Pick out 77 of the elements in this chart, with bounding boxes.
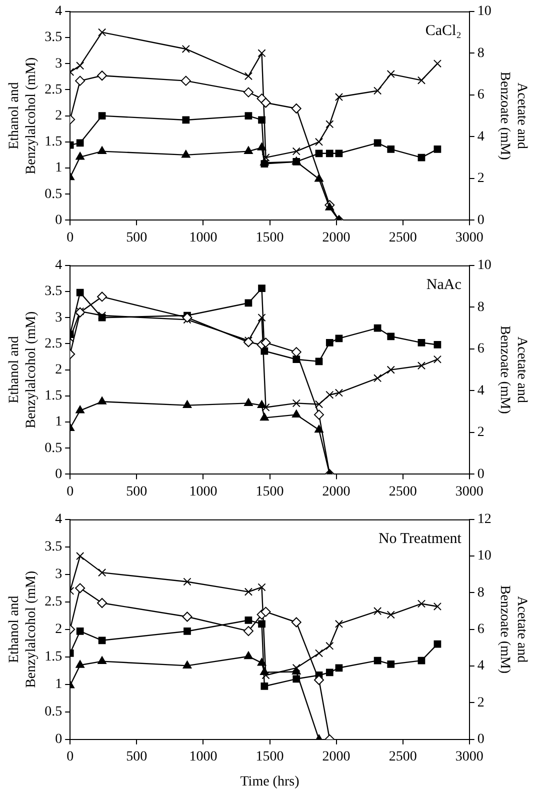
y-tick-label: 0 xyxy=(55,466,62,482)
y-tick-label: 0.5 xyxy=(44,186,62,202)
y-tick-label: 3.5 xyxy=(44,30,62,46)
y2-tick-label: 0 xyxy=(477,212,484,228)
x-tick-label: 1000 xyxy=(189,484,218,500)
x-tick-label: 1500 xyxy=(256,484,284,500)
y-tick-label: 2.5 xyxy=(44,594,62,610)
y2-tick-label: 4 xyxy=(477,383,484,398)
x-tick-label: 2000 xyxy=(322,749,350,764)
y2-tick-label: 10 xyxy=(477,548,492,564)
annotation: No Treatment xyxy=(378,530,462,547)
y2-axis-title: Acetate and Benzoate (mM) xyxy=(497,72,529,160)
y-tick-label: 3.5 xyxy=(44,540,62,555)
y-axis-title: Ethanol and Benzylalcohol (mM) xyxy=(7,56,39,174)
y2-tick-label: 6 xyxy=(477,342,484,357)
y-tick-label: 2 xyxy=(55,362,62,378)
x-tick-label: 1000 xyxy=(189,749,218,764)
y2-tick-label: 4 xyxy=(477,129,484,144)
y2-tick-label: 2 xyxy=(477,695,484,710)
annotation: CaCl₂ xyxy=(425,22,462,39)
y-tick-label: 1 xyxy=(55,160,62,176)
y2-tick-label: 12 xyxy=(477,512,492,528)
y-tick-label: 1 xyxy=(55,414,62,430)
x-tick-label: 1000 xyxy=(189,230,218,246)
y-axis-title: Ethanol and Benzylalcohol (mM) xyxy=(7,570,39,688)
y2-axis-title: Acetate and Benzoate (mM) xyxy=(497,326,529,414)
x-tick-label: 2500 xyxy=(388,749,417,764)
y-tick-label: 0.5 xyxy=(44,440,62,456)
y2-tick-label: 2 xyxy=(477,425,484,440)
y-tick-label: 4 xyxy=(55,4,62,20)
x-axis-title: Time (hrs) xyxy=(240,774,300,790)
x-tick-label: 0 xyxy=(66,230,74,246)
y2-tick-label: 8 xyxy=(477,46,484,61)
x-tick-label: 1500 xyxy=(256,230,284,246)
y2-tick-label: 0 xyxy=(477,466,484,482)
y-axis-title: Ethanol and Benzylalcohol (mM) xyxy=(7,310,39,428)
y-tick-label: 0 xyxy=(55,212,62,228)
y2-tick-label: 2 xyxy=(477,171,484,186)
y-tick-label: 1.5 xyxy=(44,650,62,665)
y2-tick-label: 4 xyxy=(477,658,484,674)
y-tick-label: 0.5 xyxy=(44,704,62,720)
y-tick-label: 3 xyxy=(55,310,62,326)
x-tick-label: 2500 xyxy=(388,230,417,246)
x-tick-label: 2500 xyxy=(388,484,417,500)
y-tick-label: 3 xyxy=(55,56,62,72)
y2-tick-label: 10 xyxy=(477,4,492,20)
y2-tick-label: 6 xyxy=(477,622,484,638)
x-tick-label: 3000 xyxy=(455,484,484,500)
y-tick-label: 4 xyxy=(55,512,62,528)
y2-tick-label: 6 xyxy=(477,88,484,103)
y-tick-label: 2 xyxy=(55,622,62,638)
y-tick-label: 1 xyxy=(55,677,62,692)
y-tick-label: 1.5 xyxy=(44,134,62,150)
y2-tick-label: 0 xyxy=(477,732,484,748)
x-tick-label: 500 xyxy=(126,230,148,246)
y-tick-label: 2 xyxy=(55,108,62,124)
y-tick-label: 2.5 xyxy=(44,82,62,98)
y-tick-label: 1.5 xyxy=(44,388,62,404)
y2-tick-label: 8 xyxy=(477,300,484,315)
x-tick-label: 2000 xyxy=(322,484,350,500)
y-tick-label: 3.5 xyxy=(44,284,62,300)
x-tick-label: 3000 xyxy=(455,230,484,246)
y2-tick-label: 10 xyxy=(477,258,492,274)
y-tick-label: 4 xyxy=(55,258,62,274)
x-tick-label: 2000 xyxy=(322,230,350,246)
y-tick-label: 0 xyxy=(55,732,62,748)
x-tick-label: 0 xyxy=(66,484,74,500)
y-tick-label: 3 xyxy=(55,567,62,582)
x-tick-label: 500 xyxy=(126,484,148,500)
annotation: NaAc xyxy=(426,276,462,293)
y2-axis-title: Acetate and Benzoate (mM) xyxy=(497,585,529,674)
y2-tick-label: 8 xyxy=(477,585,484,600)
x-tick-label: 0 xyxy=(66,749,74,764)
x-tick-label: 500 xyxy=(126,749,148,764)
y-tick-label: 2.5 xyxy=(44,336,62,352)
x-tick-label: 1500 xyxy=(256,749,284,764)
x-tick-label: 3000 xyxy=(455,749,484,764)
